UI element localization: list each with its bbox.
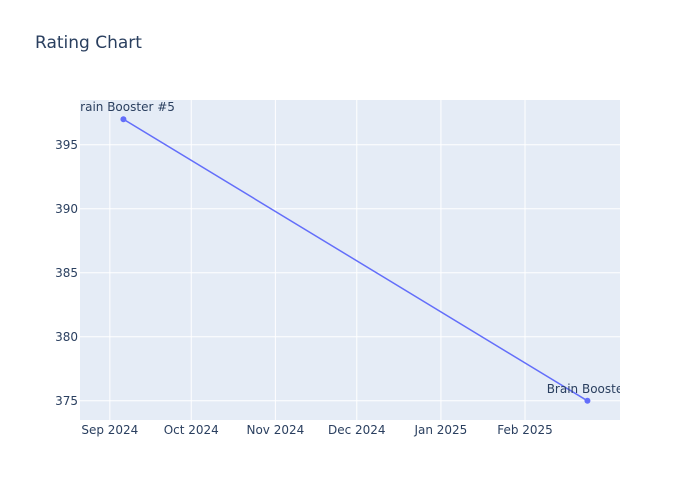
data-point: [584, 397, 591, 404]
x-tick-label: Jan 2025: [413, 423, 467, 437]
series-layer: [120, 116, 591, 404]
y-tick-label: 380: [55, 330, 78, 344]
series-line: [123, 118, 588, 402]
axis-layer: Sep 2024 Oct 2024 Nov 2024 Dec 2024 Jan 2025…: [55, 138, 553, 437]
data-point: [120, 116, 127, 123]
x-tick-label: Nov 2024: [246, 423, 304, 437]
x-tick-label: Dec 2024: [328, 423, 386, 437]
y-tick-label: 395: [55, 138, 78, 152]
data-label: Brain Booster #5: [72, 100, 175, 114]
label-layer: Brain Booster #5 Brain Booster: [72, 100, 629, 396]
y-tick-label: 390: [55, 202, 78, 216]
chart-title: Rating Chart: [35, 33, 142, 53]
y-tick-label: 375: [55, 394, 78, 408]
x-tick-label: Sep 2024: [81, 423, 138, 437]
data-label: Brain Booster: [547, 382, 629, 396]
y-tick-label: 385: [55, 266, 78, 280]
x-tick-label: Feb 2025: [497, 423, 553, 437]
x-tick-label: Oct 2024: [164, 423, 219, 437]
grid-layer: [80, 100, 620, 420]
